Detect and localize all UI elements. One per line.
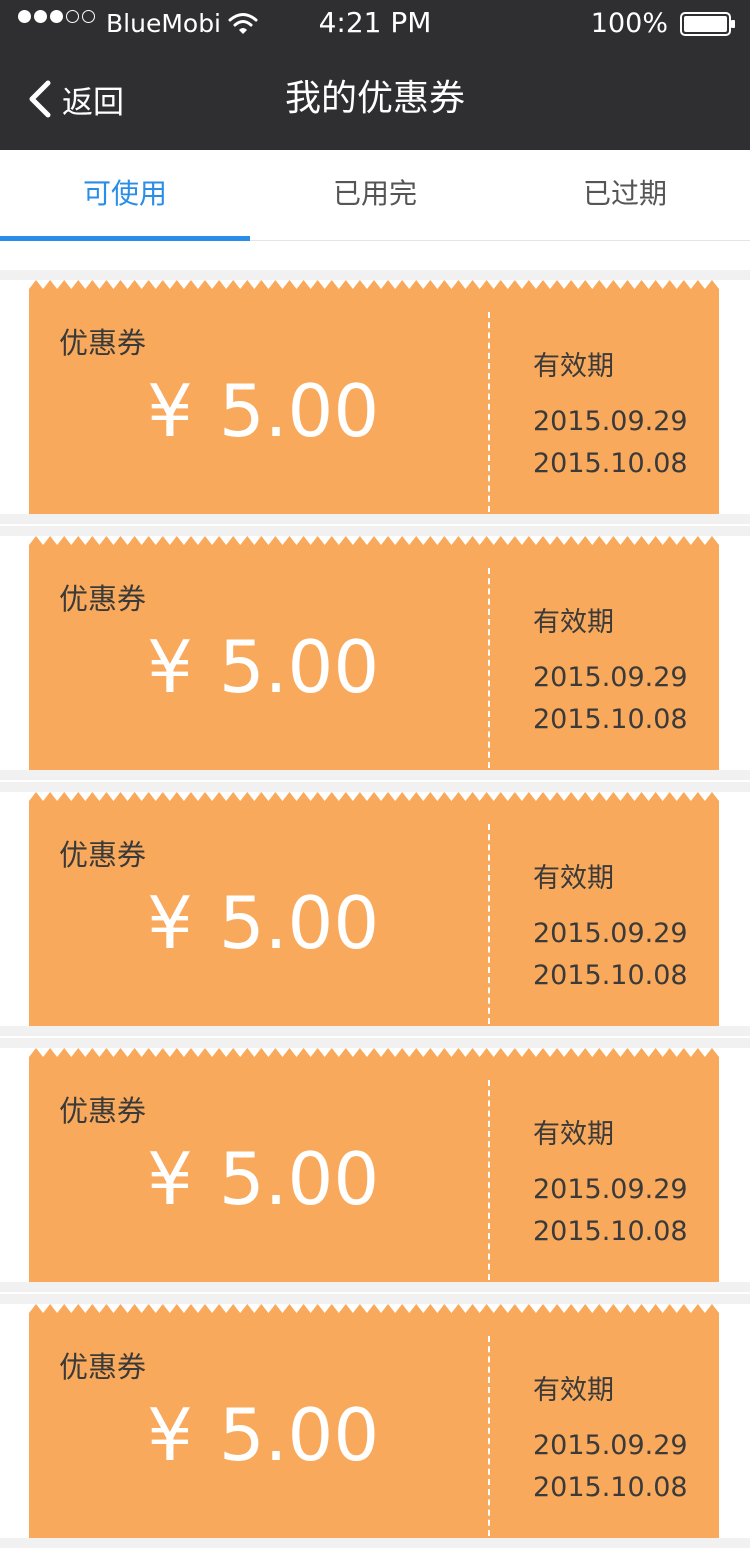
coupon-amount: ¥5.00 [147, 1390, 379, 1480]
coupon-amount: ¥5.00 [147, 878, 379, 968]
row-separator [0, 782, 750, 792]
status-time: 4:21 PM [318, 6, 432, 39]
coupon-divider [488, 312, 490, 512]
list-item: 优惠券 ¥5.00 有效期 2015.09.29 2015.10.08 [0, 782, 750, 1036]
coupon-divider [488, 568, 490, 768]
validity-label: 有效期 [533, 607, 614, 638]
amount-value: 5.00 [218, 1137, 380, 1221]
coupon-label: 优惠券 [59, 582, 147, 616]
coupon-card[interactable]: 优惠券 ¥5.00 有效期 2015.09.29 2015.10.08 [29, 536, 719, 780]
coupon-background [29, 792, 719, 1036]
end-date: 2015.10.08 [533, 1216, 688, 1247]
coupon-label: 优惠券 [59, 1350, 147, 1384]
currency-symbol: ¥ [147, 881, 193, 965]
tab-available[interactable]: 可使用 [0, 150, 250, 241]
wifi-icon [228, 13, 258, 34]
coupon-status-tabs: 可使用 已用完 已过期 [0, 150, 750, 241]
back-label: 返回 [62, 84, 124, 121]
signal-dot [66, 10, 79, 23]
signal-dot [82, 10, 95, 23]
validity-label: 有效期 [533, 863, 614, 894]
status-bar: BlueMobi 4:21 PM 100% [0, 0, 750, 48]
tab-expired[interactable]: 已过期 [582, 177, 667, 210]
end-date: 2015.10.08 [533, 1472, 688, 1503]
coupon-card[interactable]: 优惠券 ¥5.00 有效期 2015.09.29 2015.10.08 [29, 280, 719, 524]
signal-dot [18, 10, 31, 23]
coupon-background [29, 280, 719, 524]
validity-label: 有效期 [533, 351, 614, 382]
coupon-amount: ¥5.00 [147, 622, 379, 712]
row-separator [0, 1026, 750, 1036]
row-separator [0, 270, 750, 280]
end-date: 2015.10.08 [533, 448, 688, 479]
signal-dot [34, 10, 47, 23]
coupon-label: 优惠券 [59, 1094, 147, 1128]
coupon-divider [488, 1080, 490, 1280]
coupon-background [29, 1304, 719, 1548]
start-date: 2015.09.29 [533, 1430, 688, 1461]
coupon-amount: ¥5.00 [147, 366, 379, 456]
coupon-background [29, 1048, 719, 1292]
validity-label: 有效期 [533, 1119, 614, 1150]
top-bar: BlueMobi 4:21 PM 100% 返回 我的优惠券 [0, 0, 750, 150]
back-button[interactable]: 返回 [26, 48, 124, 150]
navigation-bar: 返回 我的优惠券 [0, 48, 750, 150]
carrier-name: BlueMobi [106, 9, 222, 38]
coupon-label: 优惠券 [59, 326, 147, 360]
coupon-label: 优惠券 [59, 838, 147, 872]
start-date: 2015.09.29 [533, 1174, 688, 1205]
list-item: 优惠券 ¥5.00 有效期 2015.09.29 2015.10.08 [0, 1294, 750, 1548]
start-date: 2015.09.29 [533, 662, 688, 693]
row-separator [0, 770, 750, 780]
currency-symbol: ¥ [147, 625, 193, 709]
end-date: 2015.10.08 [533, 704, 688, 735]
start-date: 2015.09.29 [533, 406, 688, 437]
start-date: 2015.09.29 [533, 918, 688, 949]
battery-icon [680, 12, 735, 36]
validity-label: 有效期 [533, 1375, 614, 1406]
amount-value: 5.00 [218, 881, 380, 965]
amount-value: 5.00 [218, 1393, 380, 1477]
coupon-divider [488, 824, 490, 1024]
amount-value: 5.00 [218, 625, 380, 709]
row-separator [0, 514, 750, 524]
row-separator [0, 1038, 750, 1048]
coupon-amount: ¥5.00 [147, 1134, 379, 1224]
coupon-background [29, 536, 719, 780]
chevron-left-icon [29, 80, 51, 118]
currency-symbol: ¥ [147, 1137, 193, 1221]
row-separator [0, 526, 750, 536]
list-item: 优惠券 ¥5.00 有效期 2015.09.29 2015.10.08 [0, 1038, 750, 1292]
tab-used-up[interactable]: 已用完 [332, 177, 417, 210]
coupon-card[interactable]: 优惠券 ¥5.00 有效期 2015.09.29 2015.10.08 [29, 1304, 719, 1548]
coupon-card[interactable]: 优惠券 ¥5.00 有效期 2015.09.29 2015.10.08 [29, 792, 719, 1036]
amount-value: 5.00 [218, 369, 380, 453]
list-item: 优惠券 ¥5.00 有效期 2015.09.29 2015.10.08 [0, 526, 750, 780]
currency-symbol: ¥ [147, 369, 193, 453]
currency-symbol: ¥ [147, 1393, 193, 1477]
list-item: 优惠券 ¥5.00 有效期 2015.09.29 2015.10.08 [0, 270, 750, 524]
coupon-divider [488, 1336, 490, 1536]
row-separator [0, 1294, 750, 1304]
coupon-card[interactable]: 优惠券 ¥5.00 有效期 2015.09.29 2015.10.08 [29, 1048, 719, 1292]
battery-percent: 100% [590, 8, 668, 39]
signal-dot [50, 10, 63, 23]
end-date: 2015.10.08 [533, 960, 688, 991]
signal-strength-icon [18, 10, 95, 23]
row-separator [0, 1538, 750, 1548]
row-separator [0, 1282, 750, 1292]
